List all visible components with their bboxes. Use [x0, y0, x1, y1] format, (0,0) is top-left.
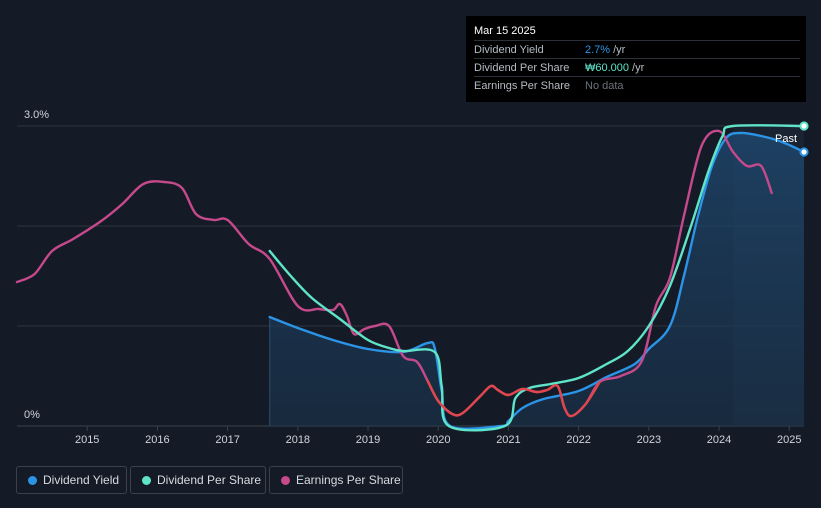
y-tick-label: 0%	[24, 409, 40, 421]
y-tick-label: 3.0%	[24, 109, 49, 121]
tooltip-row-earnings-per-share: Earnings Per Share No data	[474, 76, 800, 95]
earnings-per-share-decline-line	[426, 379, 601, 418]
tooltip-value: No data	[585, 80, 624, 92]
legend-dot-icon	[28, 476, 37, 485]
x-tick-label: 2023	[637, 434, 661, 446]
x-tick-label: 2025	[777, 434, 801, 446]
legend-dot-icon	[142, 476, 151, 485]
x-tick-label: 2020	[426, 434, 450, 446]
legend-label: Dividend Per Share	[157, 473, 262, 487]
x-tick-label: 2022	[566, 434, 590, 446]
legend-label: Earnings Per Share	[296, 473, 401, 487]
line-layer	[15, 124, 806, 432]
x-tick-label: 2015	[75, 434, 99, 446]
dividend-yield-end-marker	[799, 147, 809, 157]
x-tick-label: 2016	[145, 434, 169, 446]
legend-dividend-yield[interactable]: Dividend Yield	[16, 466, 127, 494]
x-tick-label: 2021	[496, 434, 520, 446]
x-axis: 2015 2016 2017 2018 2019 2020 2021 2022 2023 2024…	[75, 426, 801, 446]
tooltip-value: ₩60.000/yr	[585, 62, 645, 74]
tooltip-panel: Mar 15 2025 Dividend Yield 2.7%/yr Divid…	[466, 16, 806, 102]
x-tick-label: 2017	[215, 434, 239, 446]
tooltip-row-dividend-per-share: Dividend Per Share ₩60.000/yr	[474, 58, 800, 77]
x-tick-label: 2024	[707, 434, 731, 446]
end-markers	[799, 121, 809, 157]
legend-dividend-per-share[interactable]: Dividend Per Share	[130, 466, 266, 494]
tooltip-label: Dividend Yield	[474, 44, 544, 56]
tooltip-label: Earnings Per Share	[474, 80, 570, 92]
tooltip-row-dividend-yield: Dividend Yield 2.7%/yr	[474, 40, 800, 59]
legend-earnings-per-share[interactable]: Earnings Per Share	[269, 466, 403, 494]
dividend-yield-area	[269, 132, 804, 429]
tooltip-value: 2.7%/yr	[585, 44, 626, 56]
x-tick-label: 2018	[286, 434, 310, 446]
y-axis: 3.0% 0%	[24, 109, 49, 421]
legend-dot-icon	[281, 476, 290, 485]
tooltip-date: Mar 15 2025	[474, 25, 536, 37]
past-label: Past	[775, 133, 797, 145]
x-tick-label: 2019	[356, 434, 380, 446]
area-layer	[269, 132, 804, 429]
tooltip-label: Dividend Per Share	[474, 62, 570, 74]
dividend-per-share-line	[268, 124, 806, 432]
legend-label: Dividend Yield	[43, 473, 120, 487]
dividend-per-share-end-marker	[799, 121, 809, 131]
